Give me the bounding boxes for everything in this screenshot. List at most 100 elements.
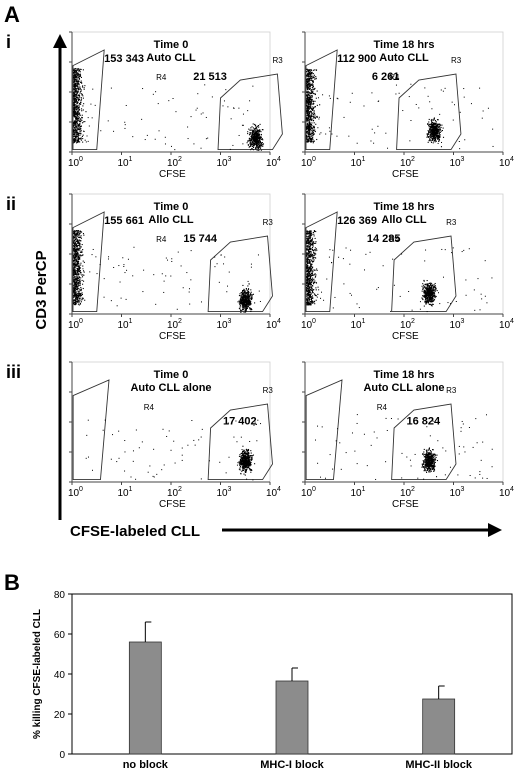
plot-x-tick-exp: 1 — [362, 486, 366, 493]
gate-r4-label: R4 — [156, 235, 167, 244]
plot-x-tick-label: 10 — [351, 488, 363, 499]
plot-x-tick-label: 10 — [118, 320, 130, 331]
plot-x-tick-label: 10 — [217, 158, 229, 169]
plot-x-tick-label: 10 — [301, 158, 313, 169]
count-r3: 17 402 — [223, 415, 257, 427]
row-label-i: i — [6, 32, 11, 52]
plot-x-tick-label: 10 — [450, 158, 462, 169]
plot-x-tick-label: 10 — [217, 320, 229, 331]
plot-x-tick-label: 10 — [499, 158, 511, 169]
count-r3: 14 285 — [367, 233, 401, 245]
count-r4: 155 661 — [104, 215, 144, 227]
x-axis-label: CFSE-labeled CLL — [70, 523, 200, 540]
bar-category-label: no block — [123, 759, 169, 771]
bar-3 — [422, 698, 456, 755]
plot-x-tick-label: 10 — [400, 158, 412, 169]
gate-r3-label: R3 — [446, 218, 457, 227]
plot-x-tick-exp: 0 — [79, 318, 83, 325]
plot-events — [72, 230, 261, 313]
plot-title-line2: Auto CLL — [146, 52, 196, 64]
plot-x-tick-exp: 2 — [411, 486, 415, 493]
plot-x-tick-label: 10 — [68, 488, 80, 499]
plot-x-tick-label: 10 — [118, 488, 130, 499]
gate-r4-label: R4 — [377, 403, 388, 412]
plot-x-tick-label: 10 — [351, 158, 363, 169]
plot-events — [305, 68, 494, 150]
bar-category-label: MHC-I block — [260, 759, 324, 771]
plot-x-tick-label: 10 — [351, 320, 363, 331]
plot-x-tick-exp: 1 — [129, 318, 133, 325]
plot-x-tick-exp: 0 — [312, 156, 316, 163]
count-r4: 112 900 — [337, 53, 376, 65]
row-label-ii: ii — [6, 194, 16, 214]
plot-x-tick-exp: 0 — [312, 486, 316, 493]
gate-r4 — [305, 211, 338, 313]
plot-x-tick-exp: 3 — [461, 156, 465, 163]
gate-r3 — [207, 403, 273, 481]
plot-x-tick-exp: 4 — [510, 486, 514, 493]
plot-x-tick-label: 10 — [68, 320, 80, 331]
plot-x-tick-exp: 1 — [362, 156, 366, 163]
gate-r4 — [305, 49, 338, 151]
plot-events — [306, 230, 493, 313]
plot-title-line1: Time 18 hrs — [374, 369, 435, 381]
gate-r3 — [391, 403, 457, 481]
count-r3: 15 744 — [183, 233, 218, 245]
plot-x-tick-exp: 2 — [178, 318, 182, 325]
plot-x-tick-exp: 3 — [228, 486, 232, 493]
count-r3: 21 513 — [193, 71, 227, 83]
plot-title-line1: Time 0 — [154, 39, 189, 51]
panel-a-label: A — [4, 2, 20, 27]
row-label-iii: iii — [6, 362, 21, 382]
plot-title-line2: Auto CLL — [379, 52, 429, 64]
gate-r3 — [396, 73, 462, 151]
plot-x-tick-exp: 4 — [277, 318, 281, 325]
gate-r4 — [72, 211, 105, 313]
plot-x-tick-exp: 4 — [277, 156, 281, 163]
plot-x-tick-exp: 4 — [510, 156, 514, 163]
gate-r4-label: R4 — [144, 403, 155, 412]
plot-title-line1: Time 18 hrs — [374, 201, 435, 213]
plot-x-tick-exp: 3 — [228, 318, 232, 325]
plot-x-tick-exp: 2 — [178, 156, 182, 163]
plot-title-line2: Auto CLL alone — [363, 382, 444, 394]
plot-title-line2: Auto CLL alone — [130, 382, 211, 394]
plot-x-tick-exp: 1 — [129, 486, 133, 493]
plot-title-line1: Time 0 — [154, 201, 189, 213]
plot-x-tick-label: 10 — [118, 158, 130, 169]
gate-r4 — [72, 379, 110, 481]
gate-r3-label: R3 — [451, 56, 462, 65]
plot-x-tick-exp: 0 — [79, 486, 83, 493]
gate-r3 — [391, 235, 457, 313]
plot-x-tick-label: 10 — [400, 488, 412, 499]
bar-y-tick-label: 0 — [59, 750, 65, 761]
plot-x-label: CFSE — [392, 169, 419, 180]
plot-x-tick-exp: 2 — [178, 486, 182, 493]
plot-x-tick-label: 10 — [266, 158, 278, 169]
gate-r4-label: R4 — [389, 235, 400, 244]
plot-x-tick-exp: 4 — [510, 318, 514, 325]
plot-x-tick-exp: 2 — [411, 156, 415, 163]
panel-b-label: B — [4, 570, 20, 595]
plot-x-tick-label: 10 — [167, 320, 179, 331]
plot-x-tick-exp: 1 — [129, 156, 133, 163]
count-r4: 126 369 — [337, 215, 377, 227]
plot-x-tick-exp: 3 — [228, 156, 232, 163]
bar-y-tick-label: 40 — [54, 670, 66, 681]
bar-2 — [275, 680, 309, 755]
gate-r3-label: R3 — [263, 218, 274, 227]
plot-title-line1: Time 18 hrs — [374, 39, 435, 51]
gate-r4 — [72, 49, 105, 151]
plot-events — [85, 419, 262, 481]
bar-category-label: MHC-II block — [405, 759, 472, 771]
plot-x-tick-label: 10 — [499, 488, 511, 499]
plot-x-tick-label: 10 — [499, 320, 511, 331]
plot-x-label: CFSE — [159, 499, 186, 510]
plot-title-line2: Allo CLL — [148, 214, 193, 226]
